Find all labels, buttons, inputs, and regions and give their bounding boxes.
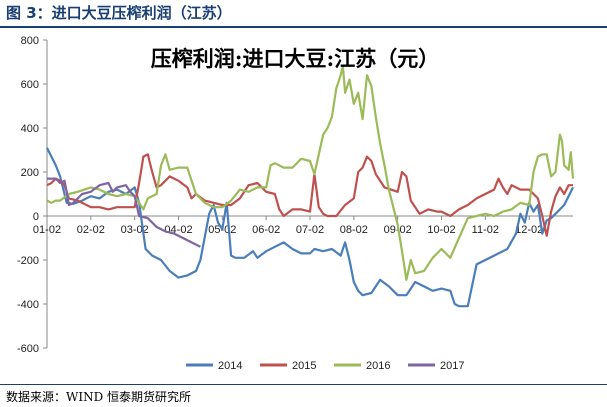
series-line-2015 <box>46 153 573 237</box>
series-line-2017 <box>47 177 201 248</box>
y-tick-label: 200 <box>21 167 39 179</box>
y-tick-label: 800 <box>21 35 39 47</box>
y-tick-label: -200 <box>17 255 39 267</box>
source-divider <box>0 384 607 385</box>
series-line-2016 <box>46 65 575 281</box>
y-tick-label: 600 <box>21 79 39 91</box>
x-tick-label: 04-02 <box>164 224 192 236</box>
series-line-2014 <box>46 147 574 308</box>
x-tick-label: 10-02 <box>427 224 455 236</box>
x-tick-label: 01-02 <box>33 224 61 236</box>
x-tick-label: 08-02 <box>340 224 368 236</box>
legend-label-2014: 2014 <box>218 360 242 372</box>
y-tick-label: -400 <box>17 299 39 311</box>
x-tick-label: 11-02 <box>472 224 499 236</box>
x-tick-label: 02-02 <box>77 224 105 236</box>
source-note: 数据来源：WIND 恒泰期货研究所 <box>6 390 192 404</box>
y-tick-label: 400 <box>21 123 39 135</box>
legend: 2014 2015 2016 2017 <box>186 360 464 372</box>
y-tick-label: -600 <box>17 343 39 355</box>
legend-label-2015: 2015 <box>292 360 316 372</box>
x-tick-label: 06-02 <box>252 224 280 236</box>
figure-title: 图 3：进口大豆压榨利润（江苏） <box>6 4 232 22</box>
legend-label-2016: 2016 <box>366 360 390 372</box>
x-tick-label: 07-02 <box>296 224 324 236</box>
y-tick-label: 0 <box>33 211 39 223</box>
x-tick-label: 12-02 <box>515 224 543 236</box>
legend-label-2017: 2017 <box>440 360 464 372</box>
title-divider <box>0 26 607 28</box>
chart-title: 压榨利润:进口大豆:江苏（元） <box>151 46 440 71</box>
